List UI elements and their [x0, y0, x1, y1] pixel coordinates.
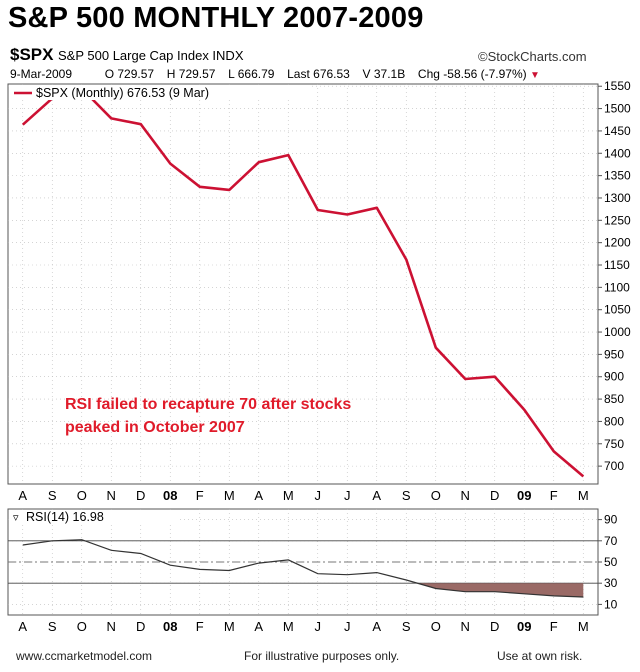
y-tick-label: 1100: [604, 280, 630, 294]
footer-disclaimer: For illustrative purposes only.: [244, 649, 400, 663]
x-tick-label: M: [283, 488, 294, 503]
quote-open: O 729.57: [104, 67, 155, 81]
rsi-legend-bg: [9, 510, 179, 524]
annotation-line-1: RSI failed to recapture 70 after stocks: [65, 396, 351, 413]
x-tick-label: S: [402, 619, 411, 634]
ohlc-bar: 9-Mar-2009 O 729.57 H 729.57 L 666.79 La…: [10, 67, 540, 81]
footer-website: www.ccmarketmodel.com: [16, 649, 153, 663]
y-tick-label: 1050: [604, 303, 631, 317]
down-arrow-icon: ▼: [530, 70, 540, 81]
quote-volume: V 37.1B: [362, 67, 406, 81]
y-tick-label: 1550: [604, 79, 631, 93]
y-tick-label: 70: [604, 534, 618, 548]
x-tick-label: N: [107, 488, 116, 503]
x-tick-label: A: [254, 619, 263, 634]
price-panel: A S O N D 08 F M A M J J A S O N D 09 F M 700 750 800 850 900 950…: [7, 79, 631, 503]
x-tick-label: A: [18, 619, 27, 634]
x-tick-label: D: [490, 488, 499, 503]
y-tick-label: 1350: [604, 169, 631, 183]
quote-low: L 666.79: [228, 67, 275, 81]
x-tick-label: D: [136, 619, 145, 634]
x-tick-label: A: [254, 488, 263, 503]
rsi-oversold-fill: [417, 583, 584, 597]
quote-high: H 729.57: [166, 67, 216, 81]
x-tick-label: M: [224, 619, 235, 634]
quote-date: 9-Mar-2009: [10, 67, 73, 81]
chart-title: S&P 500 MONTHLY 2007-2009: [8, 2, 424, 34]
y-tick-label: 950: [604, 347, 624, 361]
x-tick-label: D: [490, 619, 499, 634]
ticker-description: S&P 500 Large Cap Index INDX: [58, 48, 244, 63]
y-tick-label: 1150: [604, 258, 630, 272]
y-tick-label: 800: [604, 414, 624, 428]
y-tick-label: 10: [604, 597, 618, 611]
x-tick-label: A: [372, 619, 381, 634]
x-tick-label: S: [48, 488, 57, 503]
rsi-panel: A S O N D 08 F M A M J J A S O N D 09 F M 10 30 50 70 90 ▿ RSI(14)…: [7, 508, 618, 634]
y-tick-label: 1450: [604, 124, 631, 138]
x-tick-label: M: [578, 488, 589, 503]
x-tick-label: M: [578, 619, 589, 634]
x-tick-label: A: [372, 488, 381, 503]
x-tick-label: 08: [163, 619, 177, 634]
x-tick-label: O: [77, 488, 87, 503]
y-tick-label: 1250: [604, 213, 631, 227]
x-tick-label: N: [107, 619, 116, 634]
y-tick-label: 1400: [604, 146, 631, 160]
x-tick-label: O: [77, 619, 87, 634]
brand-label: ©StockCharts.com: [478, 49, 587, 64]
x-tick-label: O: [431, 488, 441, 503]
legend-bg: [9, 85, 309, 100]
x-tick-label: N: [461, 488, 470, 503]
y-tick-label: 700: [604, 459, 624, 473]
y-tick-label: 1500: [604, 102, 631, 116]
y-tick-label: 1200: [604, 236, 631, 250]
x-tick-label: F: [196, 488, 204, 503]
y-tick-label: 50: [604, 555, 618, 569]
panel-frame: [7, 83, 599, 485]
x-tick-label: J: [344, 488, 351, 503]
rsi-legend-label: RSI(14) 16.98: [26, 510, 104, 524]
y-tick-label: 90: [604, 513, 618, 527]
x-tick-label: F: [550, 488, 558, 503]
x-tick-label: F: [196, 619, 204, 634]
y-tick-label: 1300: [604, 191, 631, 205]
footer-risk: Use at own risk.: [497, 649, 583, 663]
x-tick-label: M: [224, 488, 235, 503]
x-tick-label: S: [402, 488, 411, 503]
price-legend-label: $SPX (Monthly) 676.53 (9 Mar): [36, 86, 209, 100]
x-tick-label: D: [136, 488, 145, 503]
quote-change: Chg -58.56 (-7.97%): [417, 67, 527, 81]
x-tick-label: 08: [163, 488, 177, 503]
price-series-line: [21, 87, 585, 478]
y-tick-label: 1000: [604, 325, 631, 339]
x-tick-label: 09: [517, 488, 531, 503]
x-tick-label: J: [344, 619, 351, 634]
x-tick-label: N: [461, 619, 470, 634]
y-tick-label: 30: [604, 576, 618, 590]
x-tick-label: A: [18, 488, 27, 503]
annotation-line-2: peaked in October 2007: [65, 419, 245, 436]
quote-last: Last 676.53: [287, 67, 350, 81]
ticker-symbol: $SPX: [10, 45, 54, 64]
x-tick-label: J: [315, 619, 322, 634]
rsi-series-line: [22, 539, 584, 598]
rsi-legend-icon: ▿: [13, 512, 19, 524]
x-tick-label: O: [431, 619, 441, 634]
x-tick-label: M: [283, 619, 294, 634]
y-tick-label: 850: [604, 392, 624, 406]
y-tick-label: 750: [604, 437, 624, 451]
x-tick-label: J: [315, 488, 322, 503]
x-tick-label: 09: [517, 619, 531, 634]
x-tick-label: F: [550, 619, 558, 634]
x-tick-label: S: [48, 619, 57, 634]
y-tick-label: 900: [604, 370, 624, 384]
